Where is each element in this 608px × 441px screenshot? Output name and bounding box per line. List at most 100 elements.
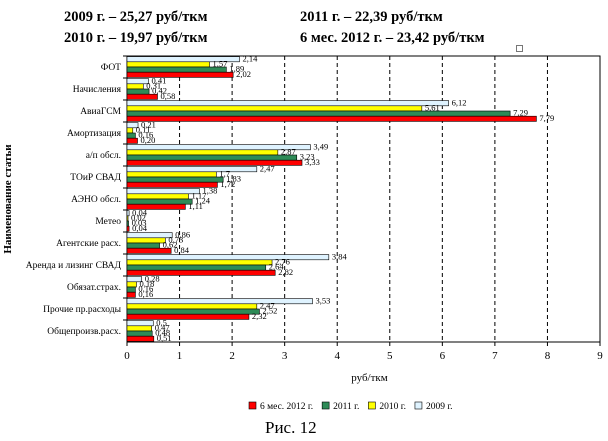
x-tick-label: 7 [492, 350, 498, 362]
x-axis-label: руб/ткм [351, 372, 388, 384]
data-label: 0,42 [152, 86, 167, 96]
x-tick-label: 4 [334, 350, 340, 362]
bar [126, 298, 313, 305]
bar [126, 264, 267, 271]
data-label: 2,14 [242, 53, 258, 63]
data-label: 0,03 [132, 218, 147, 228]
data-label: 2,76 [275, 257, 290, 267]
data-label: 0,41 [152, 75, 167, 85]
bar [126, 105, 423, 112]
data-label: 0,28 [145, 273, 160, 283]
data-label: 0,5 [156, 317, 167, 327]
x-tick-label: 1 [177, 350, 183, 362]
bar [126, 61, 210, 68]
y-axis-label: Наименование статьи [2, 144, 14, 254]
bar [126, 127, 134, 134]
bar [126, 93, 158, 100]
data-label: 2,32 [252, 311, 267, 321]
category-label: ТОиР СВАД [70, 173, 121, 183]
data-label: 0,16 [138, 289, 153, 299]
data-label: 2,02 [236, 69, 251, 79]
legend-swatch [321, 401, 330, 410]
data-label: 6,12 [452, 97, 467, 107]
legend-label: 6 мес. 2012 г. [260, 402, 313, 412]
bar [126, 313, 250, 320]
bar [126, 335, 155, 342]
x-tick-label: 0 [124, 350, 130, 362]
legend-label: 2011 г. [333, 402, 359, 412]
data-label: 1,11 [188, 201, 203, 211]
bar [126, 132, 136, 139]
category-label: АЭНО обсл. [71, 194, 121, 205]
x-tick-label: 9 [597, 350, 603, 362]
category-label: Обязат.страх. [67, 282, 121, 293]
data-label: 0,02 [131, 213, 146, 223]
data-label: 3,49 [313, 141, 328, 151]
data-label: 1,72 [220, 179, 235, 189]
bar [126, 188, 200, 195]
data-label: 0,58 [160, 91, 175, 101]
data-label: 0,16 [138, 130, 153, 140]
figure-caption: Рис. 12 [265, 418, 317, 437]
x-tick-label: 5 [387, 350, 393, 362]
bar [126, 159, 303, 166]
data-label: 3,84 [332, 251, 348, 261]
data-label: 2,64 [269, 262, 285, 272]
bar [126, 181, 218, 188]
data-label: 0,86 [175, 229, 190, 239]
data-label: 7,79 [539, 113, 554, 123]
data-label: 0,18 [139, 279, 154, 289]
data-label: 3,53 [316, 295, 331, 305]
category-label: Метео [95, 217, 121, 227]
bar [126, 203, 186, 210]
bar [126, 259, 273, 266]
bar [126, 232, 173, 239]
data-label: 0,48 [155, 328, 170, 338]
bar [126, 247, 172, 254]
bar [126, 193, 189, 200]
data-label: 1,7 [219, 169, 230, 179]
category-label: Агентские расх. [56, 239, 121, 249]
data-label: 0,84 [174, 245, 190, 255]
bar [126, 330, 153, 337]
bar [126, 71, 234, 78]
bar [126, 137, 138, 144]
category-label: а/п обсл. [86, 150, 121, 161]
data-label: 1,17 [191, 191, 206, 201]
bar [126, 225, 130, 232]
bar [126, 220, 129, 227]
x-tick-label: 3 [282, 350, 288, 362]
legend-swatch [248, 401, 257, 410]
header-line2-right: 6 мес. 2012 г. – 23,42 руб/ткм [300, 30, 485, 46]
bar [126, 110, 511, 117]
category-label: Прочие пр.расходы [43, 305, 122, 315]
bar [126, 166, 258, 173]
data-label: 0,04 [132, 223, 148, 233]
bar [126, 154, 298, 161]
bar [126, 291, 136, 298]
data-label: 2,47 [260, 301, 275, 311]
x-tick-label: 8 [545, 350, 551, 362]
bar [126, 115, 537, 122]
bar [126, 215, 129, 222]
data-label: 0,16 [138, 284, 153, 294]
chart-area-marker [516, 45, 523, 52]
bar [126, 308, 260, 315]
data-label: 1,57 [213, 59, 228, 69]
category-label: АвиаГСМ [80, 107, 121, 117]
bar [126, 325, 153, 332]
x-tick-label: 2 [229, 350, 235, 362]
category-label: Общепроизв.расх. [47, 326, 121, 337]
data-label: 0,11 [136, 125, 151, 135]
category-label: Начисления [73, 85, 122, 95]
data-label: 0,62 [163, 240, 178, 250]
legend-swatch [414, 401, 423, 410]
category-label: ФОТ [101, 63, 121, 73]
bar [126, 66, 227, 73]
data-label: 7,29 [513, 108, 528, 118]
bar [126, 100, 449, 107]
bar [126, 198, 193, 205]
data-label: 1,38 [203, 185, 218, 195]
legend-label: 2010 г. [379, 402, 406, 412]
